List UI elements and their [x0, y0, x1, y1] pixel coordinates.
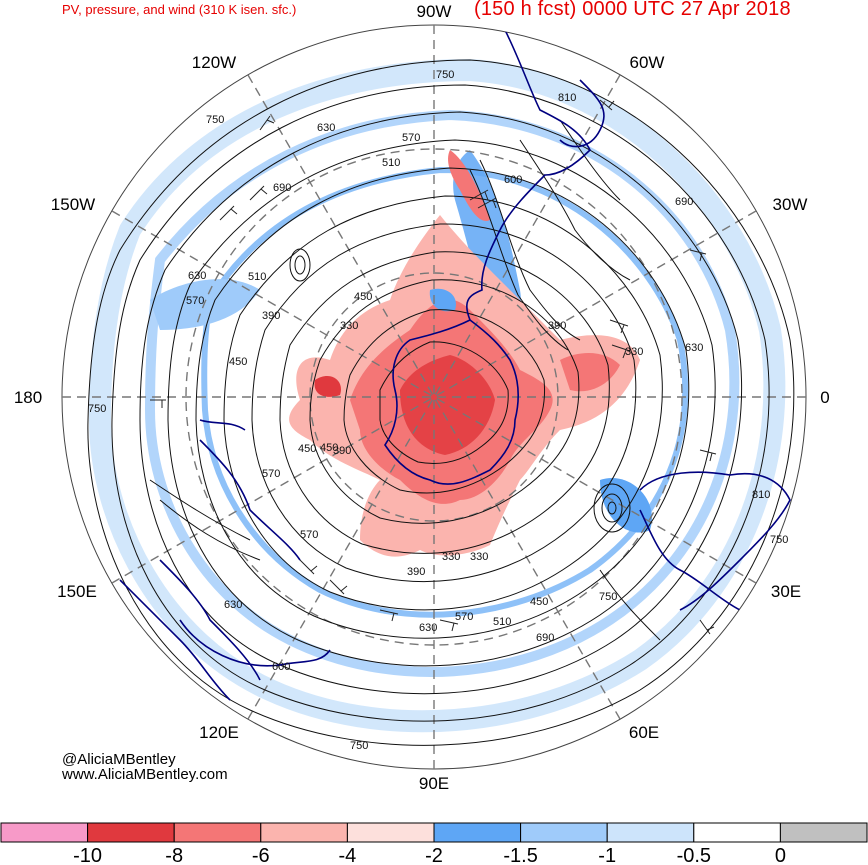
credit-site: www.AliciaMBentley.com [62, 766, 228, 783]
contour-label: 450 [229, 356, 247, 368]
colorbar-box [693, 822, 781, 843]
lon-label-60e: 60E [629, 723, 659, 742]
contour-label: 570 [300, 529, 318, 541]
contour-label: 630 [224, 599, 242, 611]
contour-label: 690 [273, 182, 291, 194]
lon-label-0: 0 [820, 388, 829, 407]
colorbar-tick-label: -0.5 [677, 845, 711, 865]
lon-label-180: 180 [14, 388, 42, 407]
colorbar-box [173, 822, 262, 843]
contour-labels: 750 630 570 510 690 630 570 510 450 390 … [88, 69, 788, 752]
colorbar-tick-label: 0 [775, 845, 786, 865]
contour-label: 390 [548, 320, 566, 332]
contour-label: 330 [625, 346, 643, 358]
lon-label-120e: 120E [199, 723, 239, 742]
contour-label: 750 [350, 740, 368, 752]
colorbar-box [346, 822, 435, 843]
contour-label: 330 [340, 320, 358, 332]
contour-label: 570 [455, 611, 473, 623]
contour-label: 810 [752, 489, 770, 501]
colorbar-tick-label: -10 [73, 845, 102, 865]
contour-label: 570 [186, 295, 204, 307]
longitude-labels: 90W 60W 30W 0 30E 60E 90E 120E 150E 180 … [14, 2, 830, 793]
lon-label-150w: 150W [51, 195, 95, 214]
lon-label-90e: 90E [419, 774, 449, 793]
contour-label: 810 [558, 92, 576, 104]
contour-label: 570 [262, 468, 280, 480]
contour-label: 450 [320, 442, 338, 454]
colorbar-boxes [0, 822, 868, 843]
colorbar-tick-label: -4 [339, 845, 357, 865]
lon-label-60w: 60W [630, 53, 665, 72]
contour-label: 750 [599, 591, 617, 603]
lon-label-30e: 30E [771, 582, 801, 601]
colorbar-box [606, 822, 695, 843]
contour-label: 750 [88, 403, 106, 415]
contour-label: 450 [354, 291, 372, 303]
colorbar-box [87, 822, 175, 843]
contour-label: 330 [470, 551, 488, 563]
contour-label: 570 [402, 132, 420, 144]
contour-label: 750 [206, 114, 224, 126]
contour-label: 750 [770, 534, 788, 546]
forecast-title: (150 h fcst) 0000 UTC 27 Apr 2018 [474, 0, 791, 20]
contour-label: 630 [419, 622, 437, 634]
colorbar-box [260, 822, 348, 843]
contour-label: 690 [536, 632, 554, 644]
contour-label: 630 [317, 122, 335, 134]
pv-shading [88, 58, 786, 733]
contour-label: 390 [407, 566, 425, 578]
map-subtitle: PV, pressure, and wind (310 K isen. sfc.… [62, 2, 297, 17]
contour-label: 510 [248, 271, 266, 283]
contour-label: 600 [504, 174, 522, 186]
colorbar-box [520, 822, 608, 843]
polar-map: 750 630 570 510 690 630 570 510 450 390 … [14, 2, 830, 793]
colorbar-box [433, 822, 522, 843]
contour-label: 510 [493, 616, 511, 628]
contour-label: 450 [298, 443, 316, 455]
colorbar-tick-label: -8 [165, 845, 183, 865]
contour-label: 750 [436, 69, 454, 81]
contour-label: 690 [675, 196, 693, 208]
credit-handle: @AliciaMBentley [62, 751, 176, 768]
colorbar-box [779, 822, 868, 843]
colorbar-tick-label: -1.5 [503, 845, 537, 865]
colorbar-labels: -10 -8 -6 -4 -2 -1.5 -1 -0.5 0 [73, 845, 786, 865]
contour-label: 630 [685, 342, 703, 354]
coastlines [119, 29, 791, 701]
contour-label: 450 [530, 596, 548, 608]
pressure-contours [87, 59, 795, 746]
colorbar-tick-label: -6 [252, 845, 270, 865]
contour-label: 390 [262, 310, 280, 322]
contour-label: 510 [382, 157, 400, 169]
contour-label: 600 [272, 661, 290, 673]
contour-label: 390 [333, 445, 351, 457]
lon-label-30w: 30W [773, 195, 808, 214]
colorbar-tick-label: -2 [425, 845, 443, 865]
contour-label: 630 [188, 270, 206, 282]
wind-barbs [150, 99, 717, 635]
colorbar-box [0, 822, 89, 843]
lon-label-120w: 120W [192, 53, 236, 72]
lon-label-150e: 150E [57, 582, 97, 601]
contour-label: 330 [442, 551, 460, 563]
colorbar-tick-label: -1 [598, 845, 616, 865]
colorbar: -10 -8 -6 -4 -2 -1.5 -1 -0.5 0 [0, 822, 868, 865]
lon-label-90w: 90W [417, 2, 452, 21]
